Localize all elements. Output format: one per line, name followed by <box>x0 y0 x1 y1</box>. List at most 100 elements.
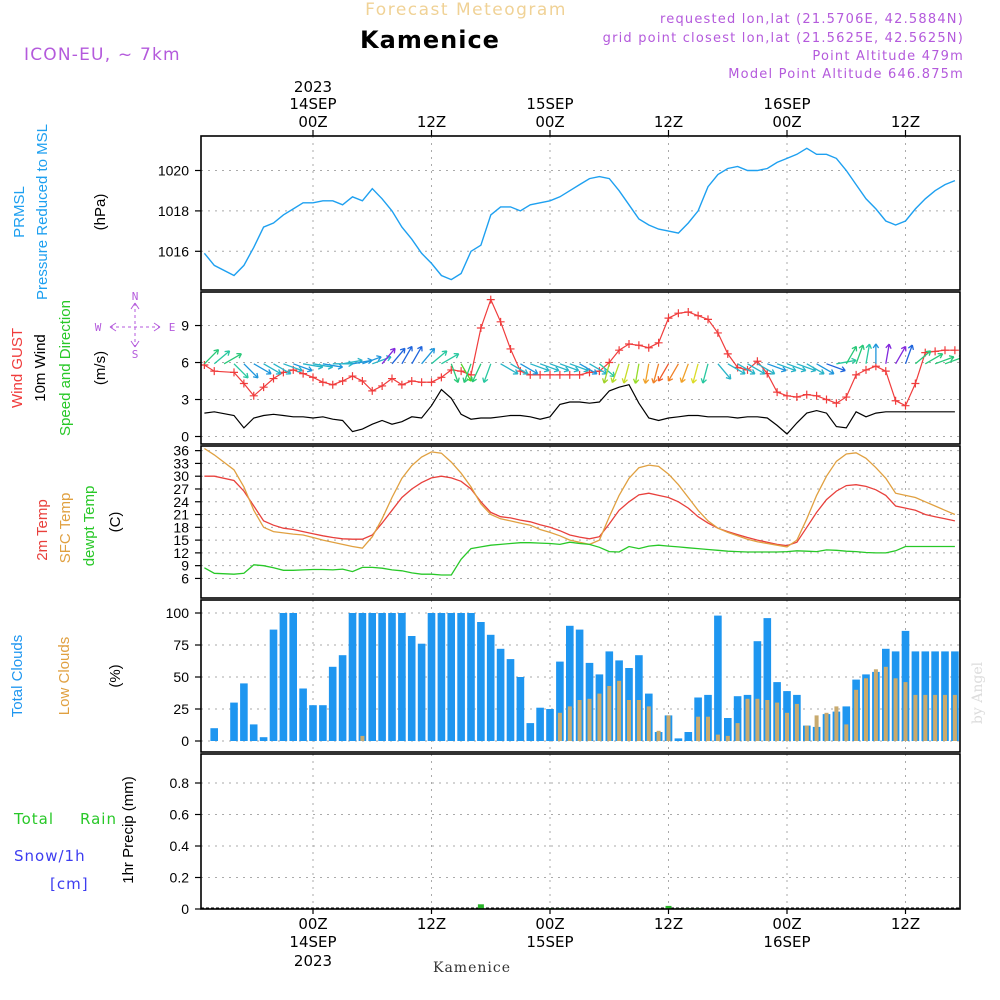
total-cloud-bar <box>328 666 337 741</box>
wind-ytick: 9 <box>181 318 189 334</box>
wind-direction-arrow <box>757 363 776 375</box>
wind-direction-arrow <box>845 345 858 365</box>
wind-direction-arrow <box>786 363 807 373</box>
gust-marker <box>546 370 554 379</box>
location-title: Kamenice <box>360 26 500 54</box>
total-cloud-bar <box>566 625 574 741</box>
compass-west: W <box>95 321 102 334</box>
wind-direction-arrow <box>826 363 846 373</box>
low-cloud-bar <box>646 706 651 741</box>
temp-ytick: 12 <box>173 545 189 561</box>
low-cloud-bar <box>943 694 947 741</box>
wind-direction-arrow <box>632 363 640 384</box>
xtick-date: 15SEP <box>526 933 573 951</box>
low-cloud-bar <box>587 698 592 741</box>
wind-direction-arrow <box>700 363 709 384</box>
model-altitude: Model Point Altitude 646.875m <box>728 67 964 82</box>
xtick-date: 15SEP <box>526 95 573 113</box>
wind-direction-arrow <box>450 363 460 384</box>
precip-unit: 1hr Precip (mm) <box>120 776 137 884</box>
gust-marker <box>437 373 446 382</box>
gust-marker <box>210 367 219 376</box>
temp-labels: 2m Temp SFC Temp dewpt Temp (C) <box>34 486 124 567</box>
wind-unit: (m/s) <box>92 351 109 385</box>
wind-direction-arrow <box>904 344 915 365</box>
gust-marker <box>486 295 495 304</box>
pressure-ytick: 1020 <box>158 163 189 179</box>
low-cloud-bar <box>735 723 740 741</box>
precip-ytick: 0.8 <box>170 775 190 791</box>
total-cloud-bar <box>556 661 564 741</box>
gust-marker <box>338 377 347 386</box>
clouds-unit: (%) <box>107 664 124 687</box>
total-cloud-bar <box>496 648 505 741</box>
total-cloud-bar <box>842 706 851 741</box>
total-cloud-bar <box>635 655 643 741</box>
gust-marker <box>230 368 238 377</box>
xtick-date: 14SEP <box>289 933 336 951</box>
total-cloud-bar <box>407 636 416 741</box>
total-cloud-bar <box>733 696 742 741</box>
gust-marker <box>812 391 821 400</box>
precip-ytick: 0 <box>181 901 189 917</box>
xtick-date: 16SEP <box>763 95 810 113</box>
panel-frame <box>200 445 961 599</box>
wind-direction-arrow <box>500 363 519 375</box>
total-cloud-bar <box>378 613 386 741</box>
wind-direction-arrow <box>471 363 482 383</box>
total-cloud-bar <box>269 629 278 741</box>
total-cloud-bar <box>575 629 584 741</box>
gust-marker <box>269 374 278 383</box>
low-cloud-bar <box>745 698 750 741</box>
gust-marker <box>378 381 387 390</box>
gust-marker <box>476 323 485 332</box>
compass-south: S <box>132 348 139 361</box>
gust-marker <box>555 370 564 379</box>
wind-direction-arrow <box>482 363 492 384</box>
gust-marker <box>634 341 643 350</box>
total-cloud-bar <box>348 613 357 741</box>
cloud-labels: Total Clouds Low Clouds (%) <box>9 635 124 718</box>
gust-marker <box>684 307 693 316</box>
gust-marker <box>565 370 574 379</box>
low-cloud-bar <box>913 694 918 741</box>
wind-direction-arrow <box>737 363 756 375</box>
gust-marker <box>674 309 683 318</box>
gust-marker <box>417 378 426 387</box>
low-cloud-bar <box>824 712 829 741</box>
rain-label: Rain <box>80 810 117 828</box>
xtick-hour: 00Z <box>298 113 327 131</box>
wind-direction-arrow <box>855 344 865 365</box>
gust-marker <box>496 317 505 326</box>
total-cloud-bar <box>477 622 485 741</box>
wind-direction-arrow <box>767 363 787 373</box>
gust-marker <box>299 369 308 378</box>
wind-direction-arrow <box>233 363 249 379</box>
wind-direction-arrow <box>462 363 472 384</box>
wind-direction-arrow <box>362 355 382 365</box>
wind-direction-arrow <box>816 363 835 375</box>
wind-direction-arrow <box>934 355 955 365</box>
temp-ytick: 6 <box>181 570 189 586</box>
wind-direction-arrow <box>872 343 880 364</box>
total-cloud-bar <box>486 634 495 741</box>
low-cloud-bar <box>706 716 710 741</box>
pressure-label: Pressure Reduced to MSL <box>34 124 51 300</box>
temp-ytick: 21 <box>173 507 189 523</box>
gust-marker <box>802 390 811 399</box>
wind-direction-arrow <box>530 363 550 373</box>
gust-marker <box>842 393 851 402</box>
wind-direction-arrow <box>520 363 539 375</box>
wind-ytick: 3 <box>181 392 189 408</box>
gust-marker <box>536 370 545 379</box>
wind-direction-arrow <box>642 363 650 384</box>
gust-marker <box>654 338 663 347</box>
gust-marker <box>625 340 633 349</box>
prmsl-label: PRMSL <box>11 186 28 238</box>
pressure-line <box>203 147 956 281</box>
panel-frame <box>200 291 961 445</box>
total-cloud-bar <box>398 613 406 741</box>
model-label: ICON-EU, ~ 7km <box>24 45 181 65</box>
pressure-ytick: 1018 <box>158 203 189 219</box>
low-cloud-bar <box>360 735 365 741</box>
